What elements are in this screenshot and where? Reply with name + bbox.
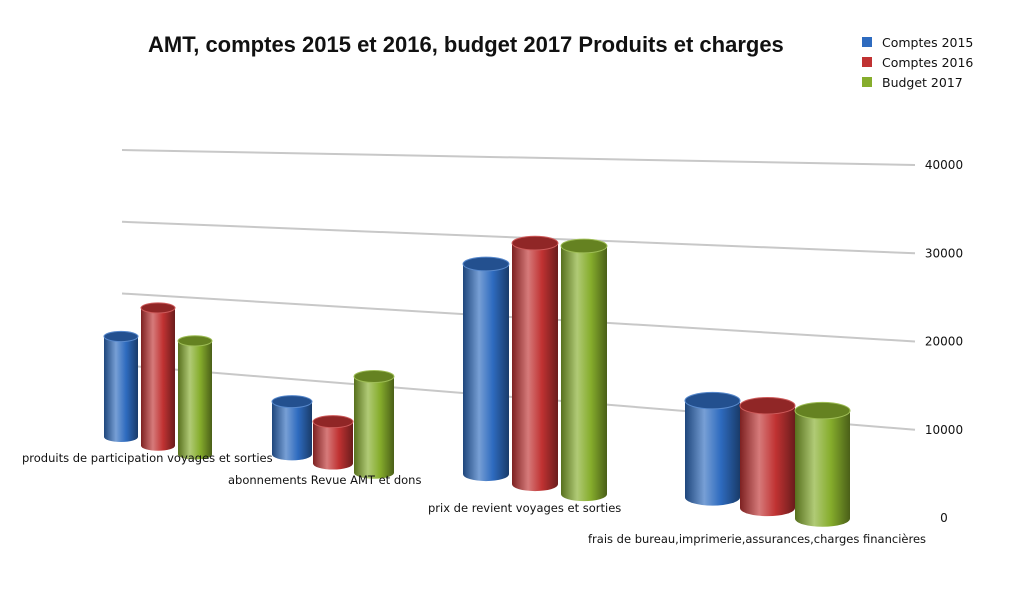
bar (312, 415, 354, 470)
bar (140, 302, 176, 451)
bar-top (511, 235, 559, 251)
bar (684, 391, 741, 506)
bar-top (462, 256, 510, 272)
bar (271, 395, 313, 461)
legend-entry: Budget 2017 (882, 75, 963, 90)
gridline (121, 149, 916, 166)
bar-body (354, 376, 394, 479)
category-label: produits de participation voyages et sor… (22, 451, 273, 465)
bar-top (560, 238, 608, 254)
bar-body (463, 263, 509, 482)
bar-body (141, 307, 175, 451)
bar-body (795, 410, 850, 527)
category-labels: produits de participation voyages et sor… (22, 451, 926, 546)
bar-body (313, 421, 353, 470)
bar (739, 396, 796, 517)
category-label: prix de revient voyages et sorties (428, 501, 621, 515)
bar-body (561, 246, 607, 502)
bar (177, 335, 213, 460)
y-tick-label: 0 (940, 511, 948, 525)
bar-top (312, 415, 354, 429)
gridline (121, 220, 916, 255)
bar-top (684, 391, 741, 410)
legend-entry: Comptes 2015 (882, 35, 973, 50)
bar-body (272, 401, 312, 461)
bar-top (140, 302, 176, 314)
bar-body (685, 400, 740, 506)
legend-entry: Comptes 2016 (882, 55, 973, 70)
bar (794, 401, 851, 527)
y-axis-ticks: 0 10000 20000 30000 40000 (925, 158, 963, 525)
bar (103, 330, 139, 442)
category-label: frais de bureau,imprimerie,assurances,ch… (588, 532, 926, 546)
bar-top (177, 335, 213, 347)
y-tick-label: 20000 (925, 335, 963, 349)
bar-body (104, 336, 138, 442)
y-tick-label: 40000 (925, 158, 963, 172)
legend-swatch (862, 77, 872, 87)
bar-top (103, 330, 139, 343)
bar (511, 235, 559, 492)
legend-swatch (862, 57, 872, 67)
bars (103, 235, 851, 527)
category-label: abonnements Revue AMT et dons (228, 473, 421, 487)
legend-swatch (862, 37, 872, 47)
y-tick-label: 10000 (925, 423, 963, 437)
bar-top (739, 396, 796, 415)
y-tick-label: 30000 (925, 246, 963, 260)
bar-top (353, 369, 395, 383)
legend: Comptes 2015 Comptes 2016 Budget 2017 (862, 35, 973, 90)
bar (462, 256, 510, 482)
bar-body (512, 243, 558, 492)
chart-title: AMT, comptes 2015 et 2016, budget 2017 P… (148, 32, 784, 57)
bar (560, 238, 608, 502)
bar-top (794, 401, 851, 420)
bar (353, 369, 395, 479)
bar-body (178, 340, 212, 460)
bar-top (271, 395, 313, 409)
bar-body (740, 405, 795, 517)
